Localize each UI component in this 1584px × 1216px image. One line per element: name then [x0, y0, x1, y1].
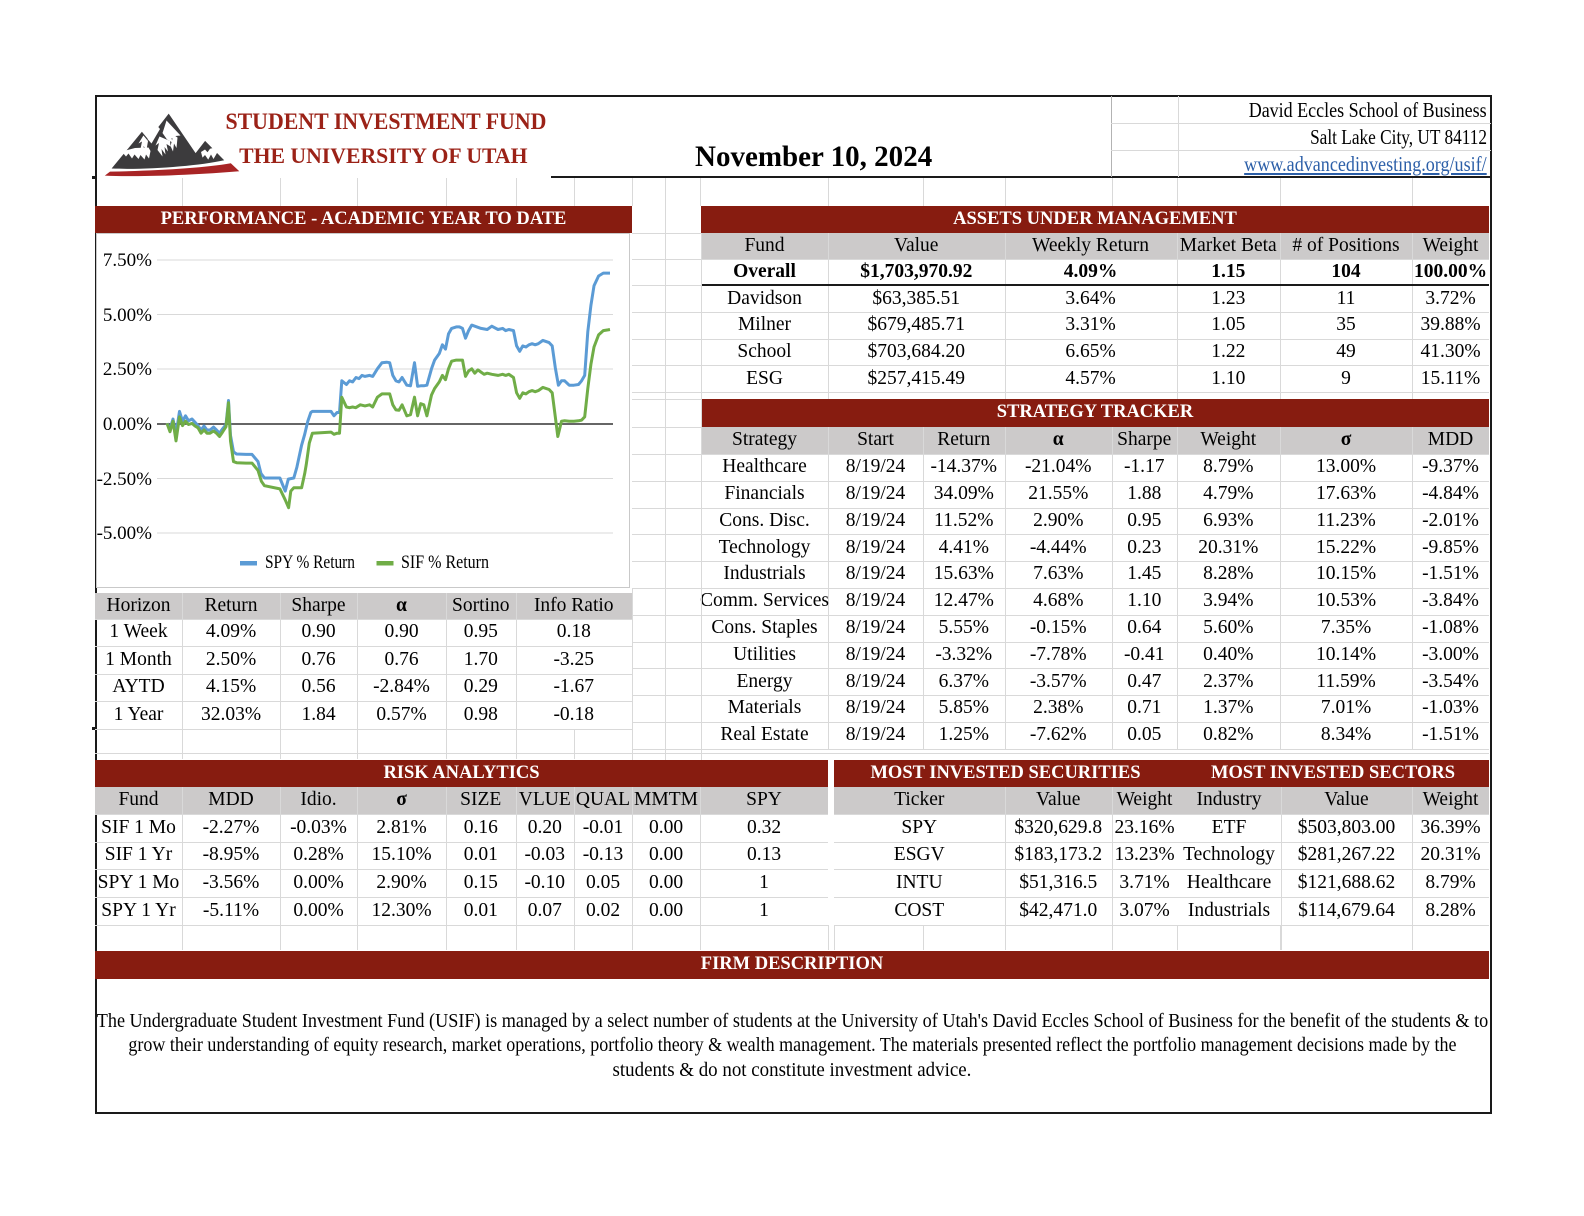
svg-text:0.00%: 0.00%	[103, 414, 152, 435]
svg-text:SIF % Return: SIF % Return	[401, 552, 489, 573]
svg-text:SPY % Return: SPY % Return	[265, 552, 355, 573]
svg-text:5.00%: 5.00%	[103, 305, 152, 326]
svg-text:2.50%: 2.50%	[103, 359, 152, 380]
svg-text:7.50%: 7.50%	[103, 250, 152, 271]
svg-text:-2.50%: -2.50%	[97, 469, 153, 490]
svg-text:-5.00%: -5.00%	[97, 523, 153, 544]
